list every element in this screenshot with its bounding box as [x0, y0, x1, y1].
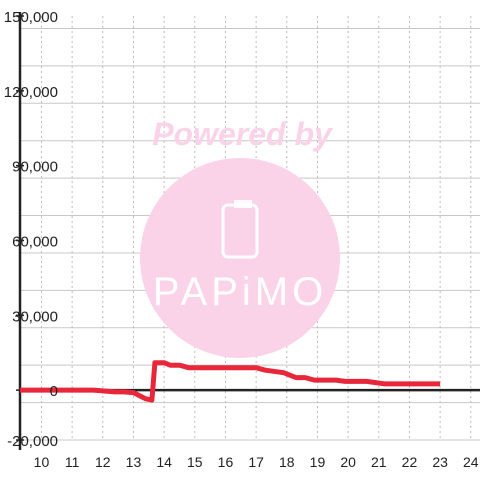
x-tick-label: 17 [248, 454, 264, 470]
tick-labels: -20,000 0 30,000 60,000 90,000 120,000 150,000… [4, 9, 479, 470]
x-tick-label: 16 [218, 454, 234, 470]
x-tick-label: 23 [432, 454, 448, 470]
x-tick-label: 12 [95, 454, 111, 470]
series [20, 360, 441, 403]
series-line-0 [20, 360, 441, 403]
y-tick-label: 150,000 [4, 9, 58, 26]
x-tick-label: 20 [340, 454, 356, 470]
phone-icon [221, 200, 259, 259]
x-tick-label: 24 [463, 454, 479, 470]
x-tick-label: 10 [34, 454, 50, 470]
watermark: Powered by PAPiMO [140, 116, 340, 358]
x-tick-label: 11 [65, 454, 80, 470]
y-tick-label: 60,000 [12, 233, 58, 250]
y-tick-label: 120,000 [4, 84, 58, 101]
y-tick-label: 30,000 [12, 308, 58, 325]
grid [20, 16, 480, 441]
x-tick-label: 22 [402, 454, 418, 470]
x-tick-label: 14 [156, 454, 172, 470]
y-tick-label: -20,000 [7, 433, 58, 450]
watermark-text: Powered by [152, 116, 334, 152]
x-tick-label: 13 [126, 454, 142, 470]
y-tick-label: 0 [50, 383, 58, 400]
x-tick-label: 18 [279, 454, 295, 470]
x-tick-label: 19 [310, 454, 326, 470]
watermark-logo-text: PAPiMO [153, 270, 327, 314]
y-tick-label: 90,000 [12, 159, 58, 176]
x-tick-label: 21 [371, 454, 387, 470]
x-tick-label: 15 [187, 454, 203, 470]
